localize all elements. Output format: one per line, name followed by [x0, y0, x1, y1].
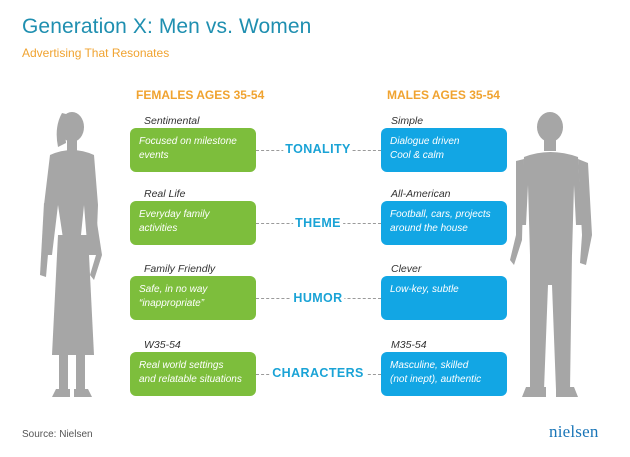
category-characters: CHARACTERS [270, 366, 366, 380]
male-tonality-box: Dialogue driven Cool & calm [381, 128, 507, 172]
female-column-heading: FEMALES AGES 35-54 [136, 88, 265, 102]
male-column-heading: MALES AGES 35-54 [387, 88, 500, 102]
male-characters-box: Masculine, skilled (not inept), authenti… [381, 352, 507, 396]
female-silhouette-icon [40, 112, 102, 397]
category-tonality: TONALITY [283, 142, 353, 156]
female-tonality-label: Sentimental [144, 115, 200, 127]
female-theme-label: Real Life [144, 188, 186, 200]
male-characters-label: M35-54 [391, 339, 427, 351]
category-humor: HUMOR [291, 291, 345, 305]
female-characters-box: Real world settings and relatable situat… [130, 352, 256, 396]
male-theme-label: All-American [391, 188, 451, 200]
male-tonality-label: Simple [391, 115, 424, 127]
male-theme-box: Football, cars, projects around the hous… [381, 201, 507, 245]
source-note: Source: Nielsen [22, 429, 93, 440]
page-subtitle: Advertising That Resonates [22, 46, 170, 60]
female-tonality-box: Focused on milestone events [130, 128, 256, 172]
male-silhouette-icon [510, 112, 592, 397]
female-humor-label: Family Friendly [144, 263, 216, 275]
female-humor-box: Safe, in no way “inappropriate” [130, 276, 256, 320]
page-title: Generation X: Men vs. Women [22, 15, 312, 38]
female-theme-box: Everyday family activities [130, 201, 256, 245]
male-humor-box: Low-key, subtle [381, 276, 507, 320]
nielsen-logo: nielsen [549, 422, 599, 441]
female-characters-label: W35-54 [144, 339, 181, 351]
male-humor-label: Clever [391, 263, 422, 275]
category-theme: THEME [293, 216, 343, 230]
